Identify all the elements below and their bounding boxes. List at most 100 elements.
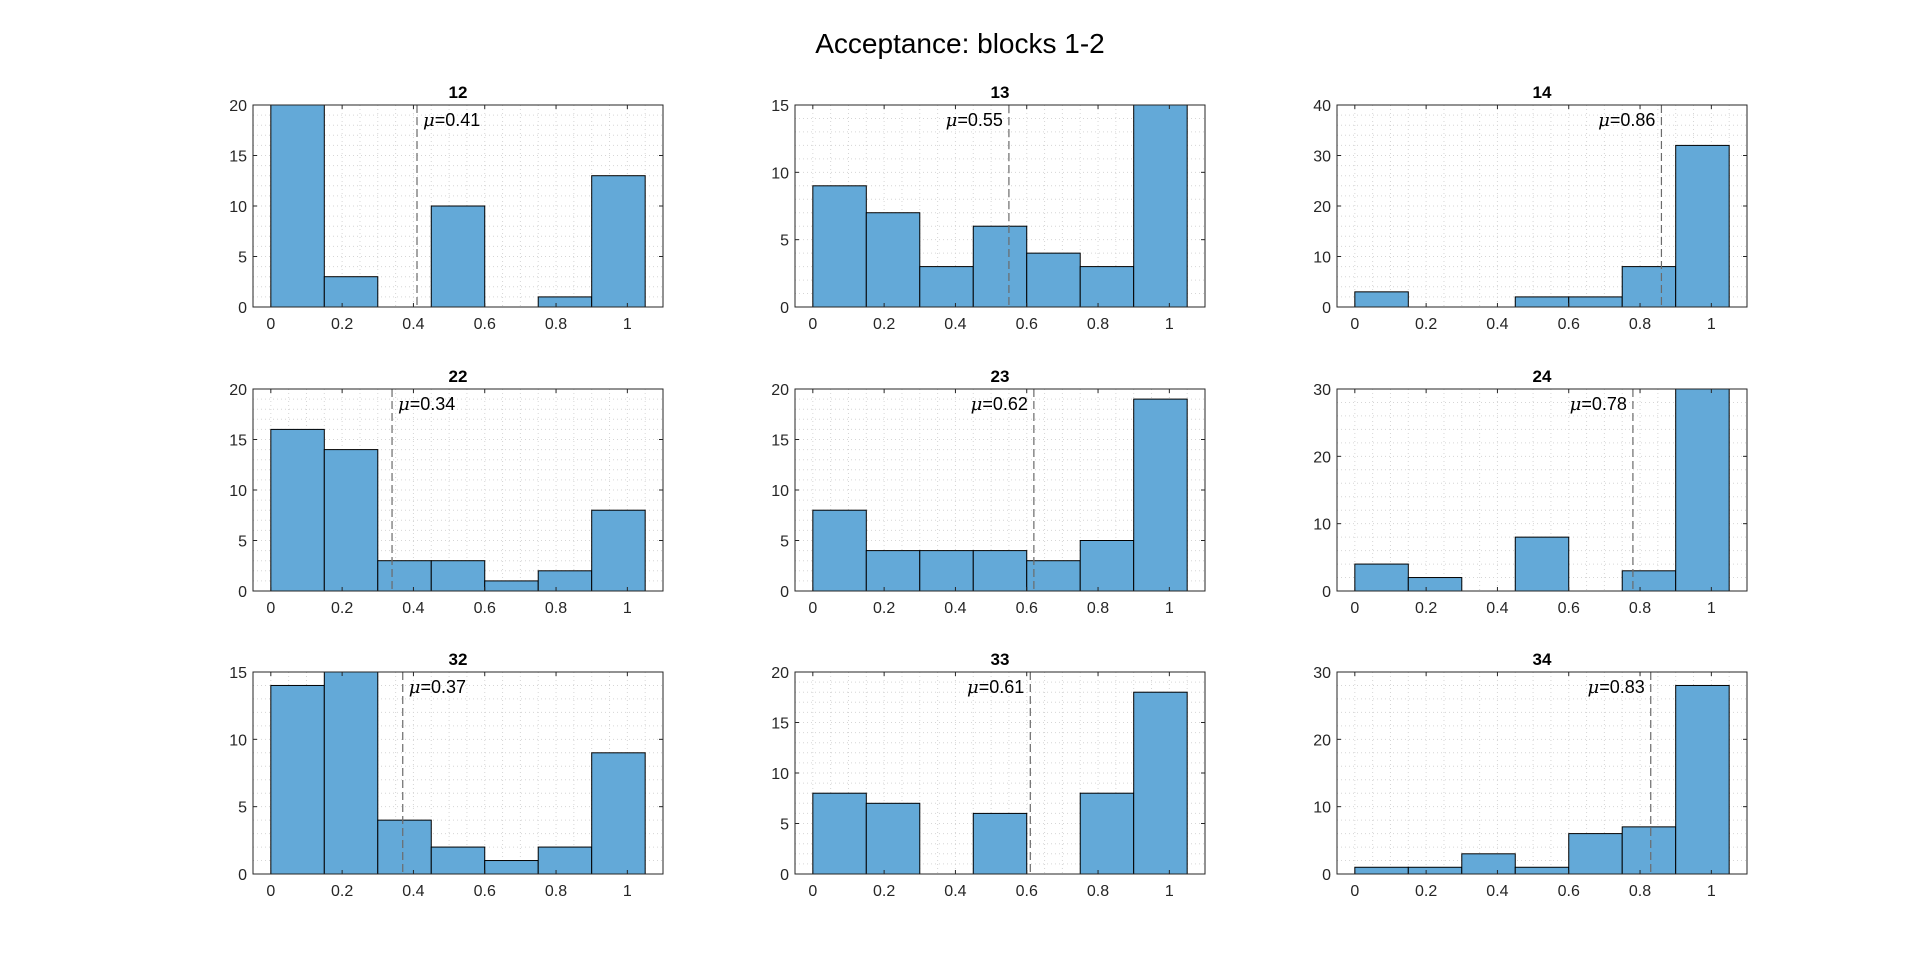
y-tick-label: 0 xyxy=(1322,867,1331,884)
histogram-bar xyxy=(1026,252,1081,308)
histogram-bar xyxy=(919,266,974,308)
histogram-bar xyxy=(812,185,867,308)
mean-value: =0.78 xyxy=(1581,394,1627,414)
x-tick-label: 1 xyxy=(623,600,632,617)
mean-label: μ=0.62 xyxy=(971,394,1028,415)
mean-label: μ=0.37 xyxy=(409,677,466,698)
y-tick-label: 0 xyxy=(238,300,247,317)
x-tick-label: 0.6 xyxy=(1558,883,1580,900)
mean-value: =0.55 xyxy=(957,110,1003,130)
x-tick-label: 0.4 xyxy=(944,316,966,333)
x-tick-label: 0.8 xyxy=(545,883,567,900)
x-tick-label: 0 xyxy=(1350,316,1359,333)
histogram-bar xyxy=(430,846,486,875)
x-tick-label: 0 xyxy=(808,600,817,617)
mean-label: μ=0.61 xyxy=(967,677,1024,698)
x-tick-label: 0.2 xyxy=(873,600,895,617)
x-tick-label: 0.2 xyxy=(331,316,353,333)
mean-symbol: μ xyxy=(971,394,983,415)
x-tick-label: 1 xyxy=(1707,883,1716,900)
histogram-bar xyxy=(1407,577,1463,592)
y-tick-label: 5 xyxy=(780,534,789,551)
y-tick-label: 30 xyxy=(1313,149,1331,166)
mean-value: =0.41 xyxy=(435,110,481,130)
x-tick-label: 1 xyxy=(1707,316,1716,333)
subplot-title: 24 xyxy=(1533,367,1552,386)
axes-box xyxy=(1336,388,1748,592)
x-tick-label: 1 xyxy=(1165,600,1174,617)
y-tick-label: 10 xyxy=(229,732,247,749)
histogram-bar xyxy=(1675,144,1730,308)
histogram-bar xyxy=(1079,266,1135,308)
histogram-bar xyxy=(1621,266,1677,308)
histogram-bar xyxy=(323,276,379,308)
histogram-bar xyxy=(1133,398,1188,592)
histogram-bar xyxy=(591,509,646,592)
mean-symbol: μ xyxy=(409,677,421,698)
y-tick-label: 15 xyxy=(771,433,789,450)
x-tick-label: 0.8 xyxy=(1087,316,1109,333)
x-tick-label: 0 xyxy=(808,883,817,900)
histogram-bar xyxy=(270,684,325,875)
histogram-bar xyxy=(865,802,921,875)
histogram-bar xyxy=(1407,866,1463,875)
x-tick-label: 0.4 xyxy=(402,316,424,333)
x-tick-label: 0.6 xyxy=(474,600,496,617)
y-tick-label: 15 xyxy=(229,665,247,682)
histogram-bar xyxy=(972,225,1028,308)
subplot-title: 22 xyxy=(449,367,468,386)
x-tick-label: 1 xyxy=(1165,883,1174,900)
x-tick-label: 1 xyxy=(623,316,632,333)
x-tick-label: 1 xyxy=(1707,600,1716,617)
figure-title: Acceptance: blocks 1-2 xyxy=(815,28,1105,59)
x-tick-label: 0 xyxy=(1350,600,1359,617)
histogram-bar xyxy=(812,509,867,592)
mean-label: μ=0.55 xyxy=(946,110,1003,131)
x-tick-label: 0.6 xyxy=(474,316,496,333)
histogram-bar xyxy=(1079,540,1135,592)
mean-label: μ=0.34 xyxy=(398,394,455,415)
x-tick-label: 0.8 xyxy=(1629,316,1651,333)
x-tick-label: 0.8 xyxy=(545,316,567,333)
axes-box xyxy=(794,104,1206,308)
subplot-title: 34 xyxy=(1533,650,1552,669)
mean-label: μ=0.41 xyxy=(423,110,480,131)
x-tick-label: 0.2 xyxy=(1415,316,1437,333)
histogram-bar xyxy=(377,819,432,875)
y-tick-label: 20 xyxy=(771,382,789,399)
x-tick-label: 0.8 xyxy=(1087,600,1109,617)
histogram-bar xyxy=(1354,563,1409,592)
histogram-bar xyxy=(1621,570,1677,592)
x-tick-label: 0.8 xyxy=(1087,883,1109,900)
y-tick-label: 10 xyxy=(1313,250,1331,267)
histogram-bar xyxy=(1514,296,1570,308)
histogram-bar xyxy=(1675,388,1730,592)
y-tick-label: 10 xyxy=(771,483,789,500)
y-tick-label: 15 xyxy=(771,98,789,115)
y-tick-label: 10 xyxy=(771,766,789,783)
histogram-bar xyxy=(537,570,593,592)
histogram-bar xyxy=(430,205,486,308)
histogram-bar xyxy=(865,212,921,308)
histogram-bar xyxy=(919,550,974,592)
mean-value: =0.83 xyxy=(1599,677,1645,697)
x-tick-label: 0 xyxy=(808,316,817,333)
y-tick-label: 5 xyxy=(780,233,789,250)
y-tick-label: 0 xyxy=(780,584,789,601)
x-tick-label: 0.4 xyxy=(944,600,966,617)
x-tick-label: 0.2 xyxy=(1415,600,1437,617)
y-tick-label: 40 xyxy=(1313,98,1331,115)
y-tick-label: 20 xyxy=(1313,199,1331,216)
histogram-bar xyxy=(1133,104,1188,308)
mean-symbol: μ xyxy=(1587,677,1599,698)
histogram-bar xyxy=(1079,792,1135,875)
